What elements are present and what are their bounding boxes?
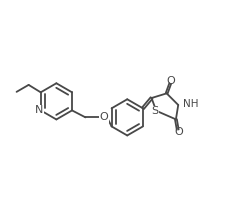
Text: O: O bbox=[167, 76, 175, 86]
Text: N: N bbox=[35, 105, 44, 115]
Text: NH: NH bbox=[183, 99, 199, 109]
Text: S: S bbox=[151, 106, 159, 116]
Text: O: O bbox=[174, 127, 183, 137]
Text: O: O bbox=[100, 112, 109, 122]
